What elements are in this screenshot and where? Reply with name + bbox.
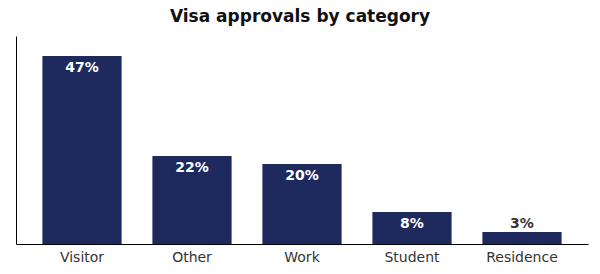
- data-label: 47%: [65, 59, 99, 75]
- data-label: 8%: [400, 215, 424, 231]
- bar: [372, 212, 451, 244]
- plot: 47% 22% 20% 8% 3% Visitor Other Work Student Resi…: [17, 37, 589, 265]
- data-labels: 47% 22% 20% 8% 3%: [65, 59, 534, 231]
- x-tick: Student: [384, 244, 440, 265]
- x-axis: Visitor Other Work Student Residence: [17, 244, 589, 265]
- x-tick-label: Other: [172, 249, 212, 265]
- x-tick-label: Work: [284, 249, 320, 265]
- title: Visa approvals by category: [170, 6, 430, 26]
- bar: [482, 232, 561, 244]
- bar: [152, 156, 231, 244]
- x-tick: Work: [284, 244, 320, 265]
- x-tick-label: Student: [384, 249, 440, 265]
- x-tick-label: Residence: [486, 249, 558, 265]
- data-label: 22%: [175, 159, 209, 175]
- chart: 47% 22% 20% 8% 3% Visitor Other Work Student Resi…: [0, 0, 600, 274]
- x-tick-label: Visitor: [60, 249, 104, 265]
- bar: [262, 164, 341, 244]
- x-tick: Other: [172, 244, 212, 265]
- x-tick: Visitor: [60, 244, 104, 265]
- data-label: 20%: [285, 167, 319, 183]
- bar: [42, 56, 121, 244]
- x-tick: Residence: [486, 244, 558, 265]
- y-axis-line: [16, 37, 17, 245]
- x-axis-line: [17, 244, 589, 245]
- y-axis: [16, 37, 17, 245]
- bars: [42, 56, 561, 244]
- data-label: 3%: [510, 215, 534, 231]
